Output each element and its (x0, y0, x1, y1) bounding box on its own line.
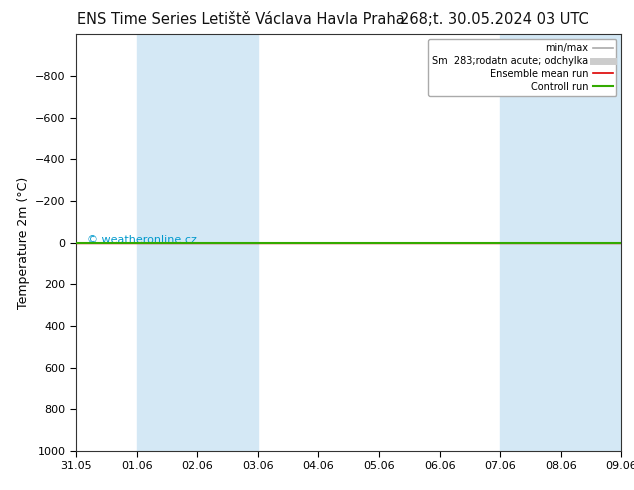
Bar (500, 34, 621, 451)
Text: © weatheronline.cz: © weatheronline.cz (87, 236, 197, 245)
Text: 268;t. 30.05.2024 03 UTC: 268;t. 30.05.2024 03 UTC (400, 12, 589, 27)
Y-axis label: Temperature 2m (°C): Temperature 2m (°C) (16, 176, 30, 309)
Bar (137, 34, 258, 451)
Text: ENS Time Series Letiště Václava Havla Praha: ENS Time Series Letiště Václava Havla Pr… (77, 12, 404, 27)
Legend: min/max, Sm  283;rodatn acute; odchylka, Ensemble mean run, Controll run: min/max, Sm 283;rodatn acute; odchylka, … (428, 39, 616, 96)
